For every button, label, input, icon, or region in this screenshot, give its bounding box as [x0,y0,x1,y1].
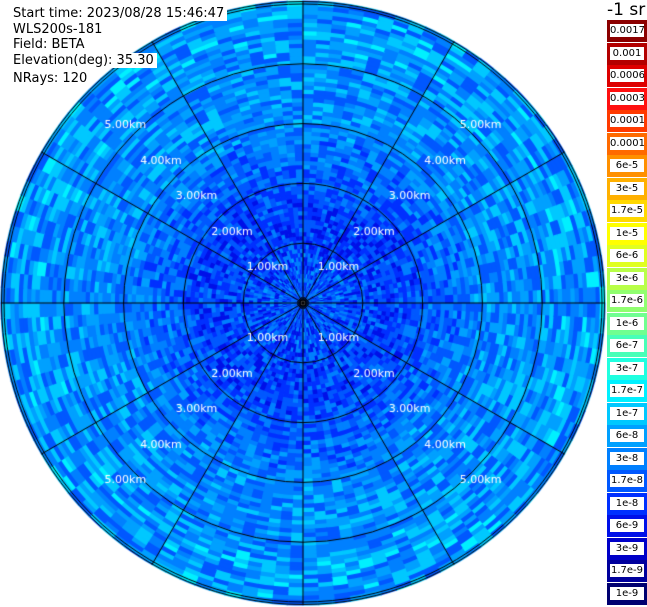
colorbar-label: 1e-9 [610,587,644,600]
colorbar-swatch: 1e-5 [607,223,647,245]
colorbar-label: 0.0001 [610,137,644,150]
colorbar-label: 3e-6 [610,272,644,285]
colorbar-swatch: 1e-9 [607,583,647,605]
colorbar-label: 1e-7 [610,407,644,420]
colorbar-label: 1e-6 [610,317,644,330]
colorbar-label: 1.7e-7 [610,384,644,397]
instrument-label: WLS200s-181 [10,22,106,37]
field-label: Field: BETA [10,37,88,52]
colorbar-swatch: 1.7e-9 [607,560,647,582]
start-time-label: Start time: 2023/08/28 15:46:47 [10,6,228,21]
colorbar-label: 0.0006 [610,69,644,82]
colorbar-swatch: 3e-8 [607,448,647,470]
colorbar-swatch: 1e-6 [607,313,647,335]
colorbar-label: 3e-5 [610,182,644,195]
colorbar-swatch: 1e-8 [607,493,647,515]
colorbar-label: 6e-5 [610,159,644,172]
colorbar-label: 6e-7 [610,339,644,352]
colorbar-swatch: 6e-6 [607,245,647,267]
colorbar-label: 1.7e-5 [610,204,644,217]
colorbar-label: 0.0003 [610,92,644,105]
colorbar-swatch: 0.001 [607,43,647,65]
colorbar-label: 0.00017 [610,114,644,127]
colorbar-swatch: 6e-8 [607,425,647,447]
colorbar-unit-label: -1 sr [607,0,646,20]
colorbar-label: 6e-6 [610,249,644,262]
colorbar-swatch: 3e-6 [607,268,647,290]
ppi-plot [0,0,607,607]
colorbar-label: 1.7e-8 [610,474,644,487]
colorbar-label: 3e-7 [610,362,644,375]
colorbar-label: 6e-9 [610,519,644,532]
elevation-label: Elevation(deg): 35.30 [10,53,157,68]
colorbar-swatch: 1.7e-7 [607,380,647,402]
colorbar-swatch: 3e-5 [607,178,647,200]
colorbar-label: 1e-8 [610,497,644,510]
colorbar-label: 1e-5 [610,227,644,240]
nrays-label: NRays: 120 [10,71,91,86]
colorbar-swatch: 3e-9 [607,538,647,560]
colorbar-label: 6e-8 [610,429,644,442]
colorbar-label: 1.7e-6 [610,294,644,307]
colorbar-swatch: 6e-9 [607,515,647,537]
colorbar-swatch: 3e-7 [607,358,647,380]
colorbar-label: 0.001 [610,47,644,60]
colorbar-label: 0.0017 [610,24,644,37]
colorbar-swatch: 1e-7 [607,403,647,425]
colorbar-swatch: 6e-7 [607,335,647,357]
colorbar-swatch: 0.0001 [607,133,647,155]
colorbar-swatch: 0.0017 [607,20,647,42]
colorbar-label: 3e-9 [610,542,644,555]
colorbar-label: 1.7e-9 [610,564,644,577]
colorbar-swatch: 0.00017 [607,110,647,132]
colorbar-swatch: 0.0006 [607,65,647,87]
colorbar-swatch: 1.7e-8 [607,470,647,492]
colorbar-swatch: 1.7e-6 [607,290,647,312]
colorbar-swatch: 0.0003 [607,88,647,110]
colorbar-swatch: 1.7e-5 [607,200,647,222]
colorbar-label: 3e-8 [610,452,644,465]
colorbar-swatch: 6e-5 [607,155,647,177]
